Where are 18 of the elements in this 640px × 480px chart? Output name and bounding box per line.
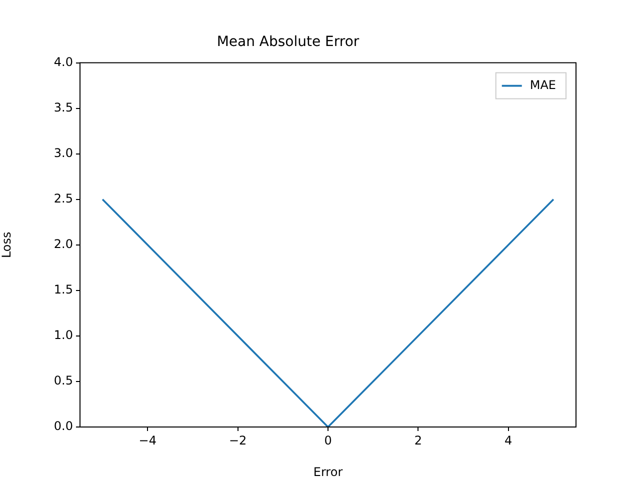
y-tick-label: 3.5	[54, 100, 73, 114]
y-tick-label: 0.5	[54, 374, 73, 388]
x-tick-label: 4	[504, 433, 512, 448]
legend-label: MAE	[530, 78, 556, 92]
x-tick-label: −2	[228, 433, 247, 448]
x-tick-label: 2	[414, 433, 422, 448]
chart-title: Mean Absolute Error	[216, 34, 360, 50]
y-tick-label: 0.0	[54, 419, 73, 434]
y-tick-label: 1.5	[54, 282, 73, 297]
y-tick-label: 1.0	[54, 328, 73, 342]
x-axis-title: Error	[313, 464, 343, 479]
y-tick-label: 2.5	[54, 192, 73, 206]
y-tick-label: 3.0	[54, 146, 73, 160]
y-tick-label: 4.0	[54, 54, 73, 69]
y-axis-title: Loss	[0, 232, 14, 258]
y-tick-label: 2.0	[54, 237, 73, 252]
x-tick-label: 0	[324, 433, 332, 448]
x-tick-label: −4	[138, 433, 156, 448]
